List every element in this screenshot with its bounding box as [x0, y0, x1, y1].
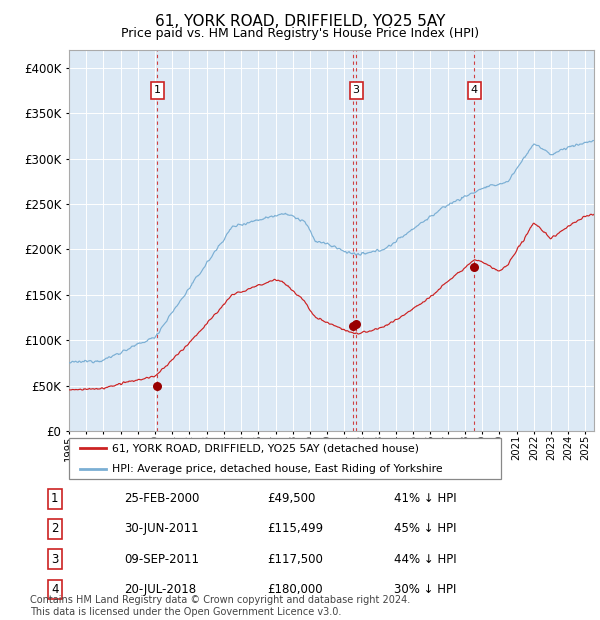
Text: 3: 3: [353, 86, 359, 95]
Text: £49,500: £49,500: [268, 492, 316, 505]
FancyBboxPatch shape: [69, 438, 501, 479]
Text: 20-JUL-2018: 20-JUL-2018: [124, 583, 196, 596]
Text: 41% ↓ HPI: 41% ↓ HPI: [394, 492, 457, 505]
Text: 30% ↓ HPI: 30% ↓ HPI: [394, 583, 457, 596]
Text: 25-FEB-2000: 25-FEB-2000: [124, 492, 199, 505]
Text: HPI: Average price, detached house, East Riding of Yorkshire: HPI: Average price, detached house, East…: [112, 464, 443, 474]
Text: 1: 1: [154, 86, 161, 95]
Text: £180,000: £180,000: [268, 583, 323, 596]
Text: £115,499: £115,499: [268, 523, 323, 536]
Text: 09-SEP-2011: 09-SEP-2011: [124, 552, 199, 565]
Text: 30-JUN-2011: 30-JUN-2011: [124, 523, 199, 536]
Text: 4: 4: [51, 583, 59, 596]
Text: Contains HM Land Registry data © Crown copyright and database right 2024.
This d: Contains HM Land Registry data © Crown c…: [30, 595, 410, 617]
Text: 2: 2: [51, 523, 59, 536]
Text: Price paid vs. HM Land Registry's House Price Index (HPI): Price paid vs. HM Land Registry's House …: [121, 27, 479, 40]
Text: 1: 1: [51, 492, 59, 505]
Text: 61, YORK ROAD, DRIFFIELD, YO25 5AY: 61, YORK ROAD, DRIFFIELD, YO25 5AY: [155, 14, 445, 29]
Text: 44% ↓ HPI: 44% ↓ HPI: [394, 552, 457, 565]
Text: 3: 3: [51, 552, 59, 565]
Text: 4: 4: [471, 86, 478, 95]
Text: 45% ↓ HPI: 45% ↓ HPI: [394, 523, 457, 536]
Text: £117,500: £117,500: [268, 552, 323, 565]
Text: 61, YORK ROAD, DRIFFIELD, YO25 5AY (detached house): 61, YORK ROAD, DRIFFIELD, YO25 5AY (deta…: [112, 443, 419, 453]
